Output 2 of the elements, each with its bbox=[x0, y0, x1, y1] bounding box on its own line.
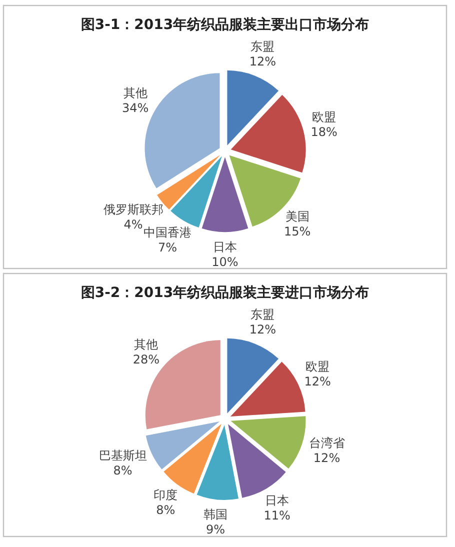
chart-title: 图3-1：2013年纺织品服装主要出口市场分布 bbox=[80, 17, 370, 33]
chart-title: 图3-2：2013年纺织品服装主要进口市场分布 bbox=[80, 285, 370, 301]
